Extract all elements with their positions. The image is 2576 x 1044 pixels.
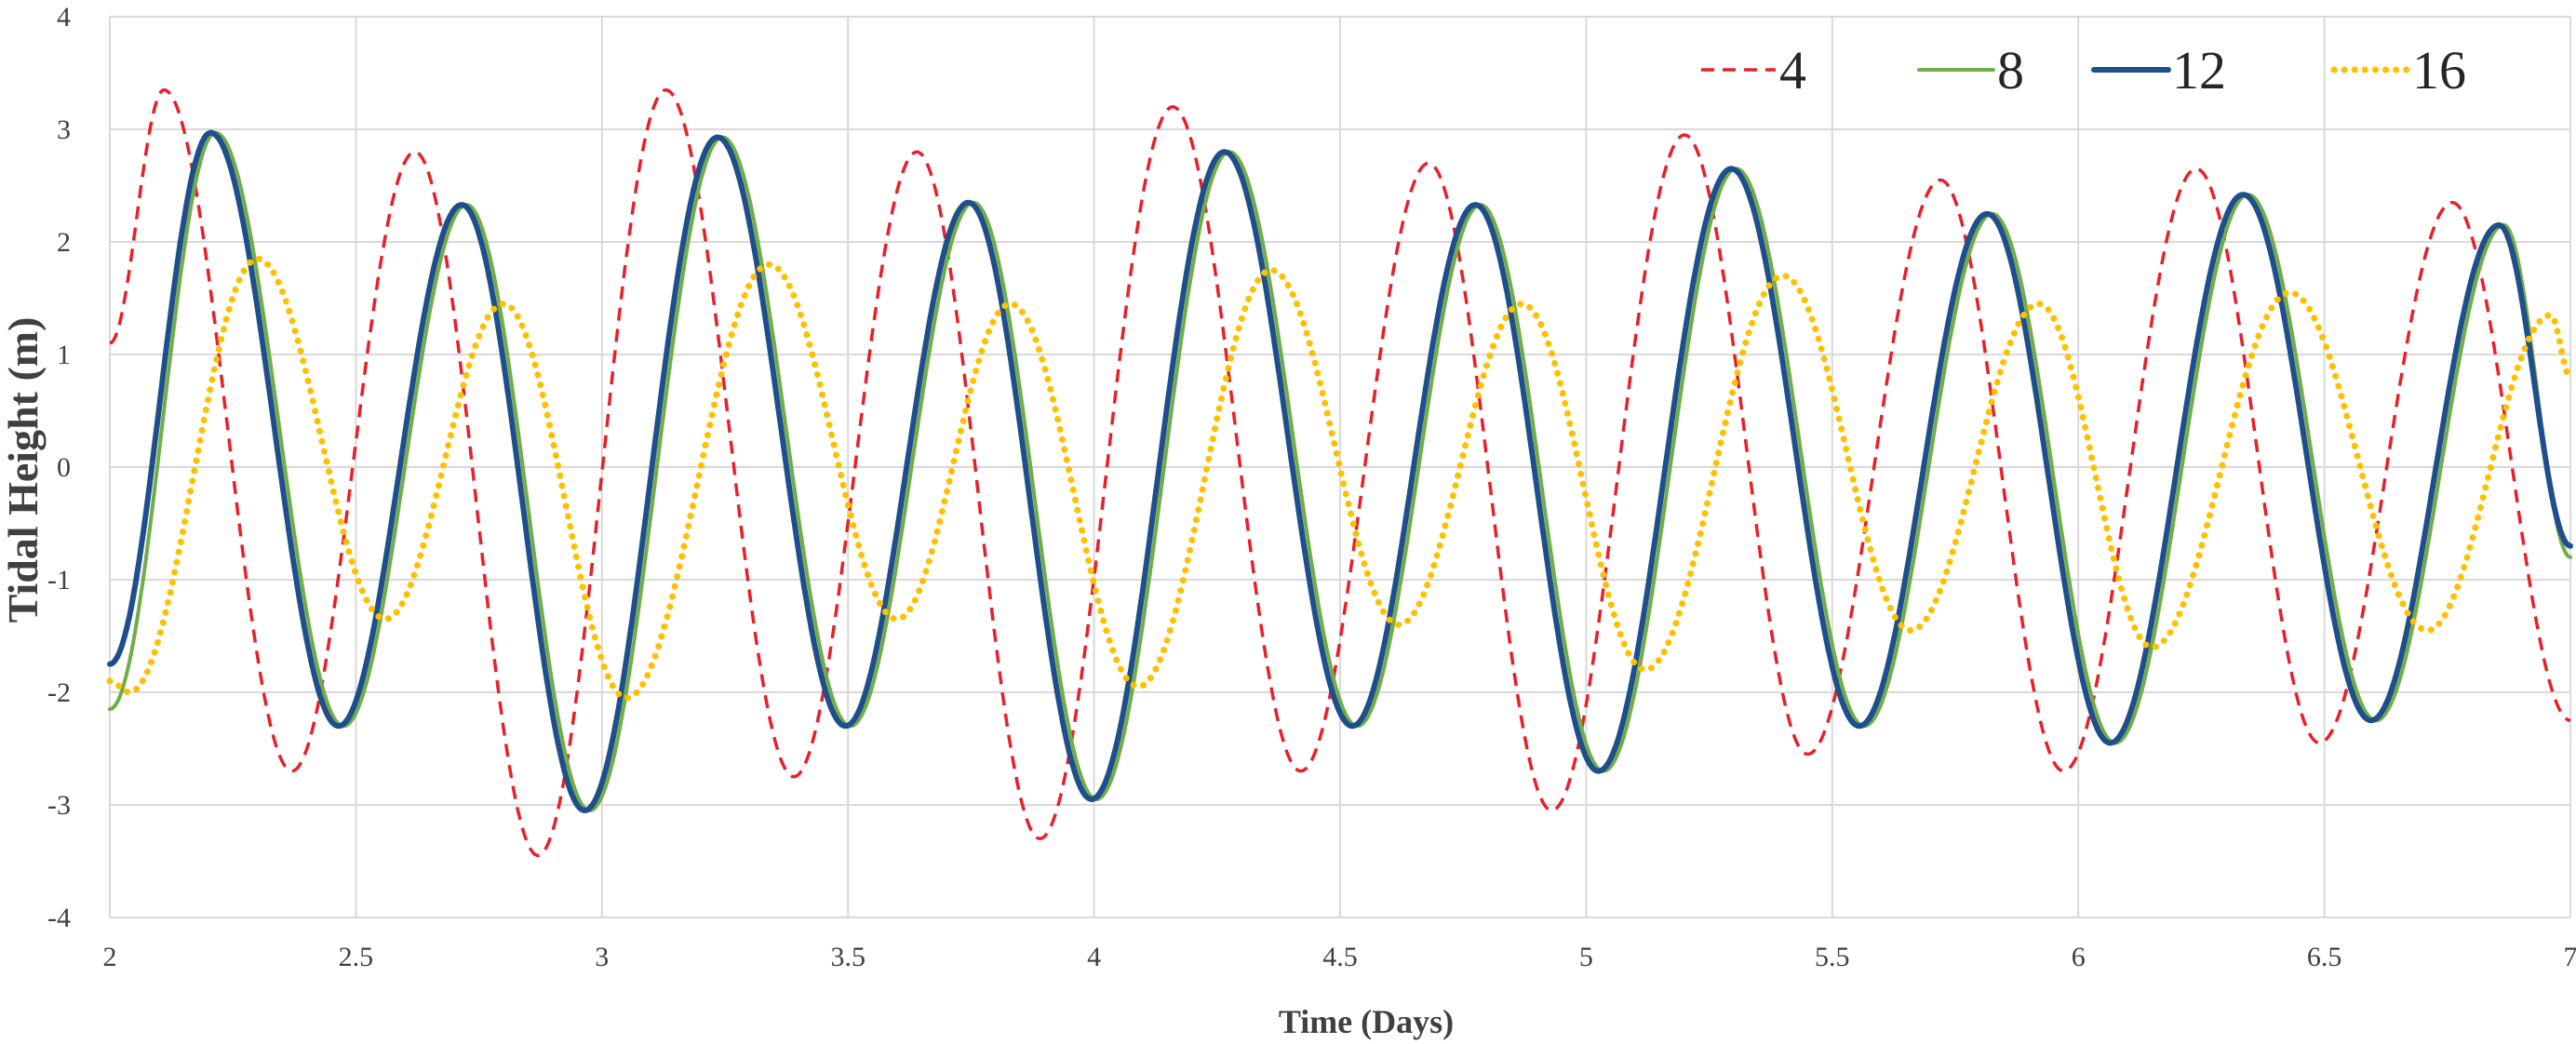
x-tick-label: 4 [1087, 942, 1101, 972]
x-tick-label: 4.5 [1322, 942, 1358, 972]
y-tick-label: -3 [47, 790, 71, 821]
y-tick-label: 0 [57, 452, 71, 483]
y-tick-label: -2 [47, 677, 71, 708]
x-tick-label: 5 [1579, 942, 1593, 972]
y-tick-label: 3 [57, 114, 71, 145]
gridlines [109, 16, 2571, 918]
y-tick-label: -4 [47, 903, 71, 933]
y-axis-title: Tidal Height (m) [0, 317, 47, 623]
series-lines [106, 87, 2574, 858]
x-tick-label: 2 [103, 942, 117, 972]
series-line-4 [109, 87, 2571, 858]
series-line-12 [107, 129, 2573, 813]
x-tick-label: 3.5 [830, 942, 865, 972]
x-tick-label: 3 [595, 942, 609, 972]
x-tick-label: 7 [2564, 942, 2576, 972]
legend-label-4: 4 [1779, 40, 1806, 100]
x-axis-title: Time (Days) [1279, 1003, 1454, 1040]
y-tick-label: 1 [57, 340, 71, 370]
legend-label-12: 12 [2172, 40, 2226, 100]
x-tick-label: 6.5 [2307, 942, 2342, 972]
x-tick-label: 2.5 [339, 942, 374, 972]
legend: 4 8 12 16 [1701, 40, 2466, 100]
y-tick-label: 2 [57, 227, 71, 258]
legend-label-16: 16 [2412, 40, 2466, 100]
legend-label-8: 8 [1997, 40, 2024, 100]
y-tick-label: 4 [57, 2, 71, 33]
series-line-16 [106, 255, 2574, 702]
series-line-8 [108, 130, 2572, 812]
y-tick-label: -1 [47, 565, 71, 596]
x-tick-label: 6 [2072, 942, 2086, 972]
x-tick-label: 5.5 [1815, 942, 1850, 972]
